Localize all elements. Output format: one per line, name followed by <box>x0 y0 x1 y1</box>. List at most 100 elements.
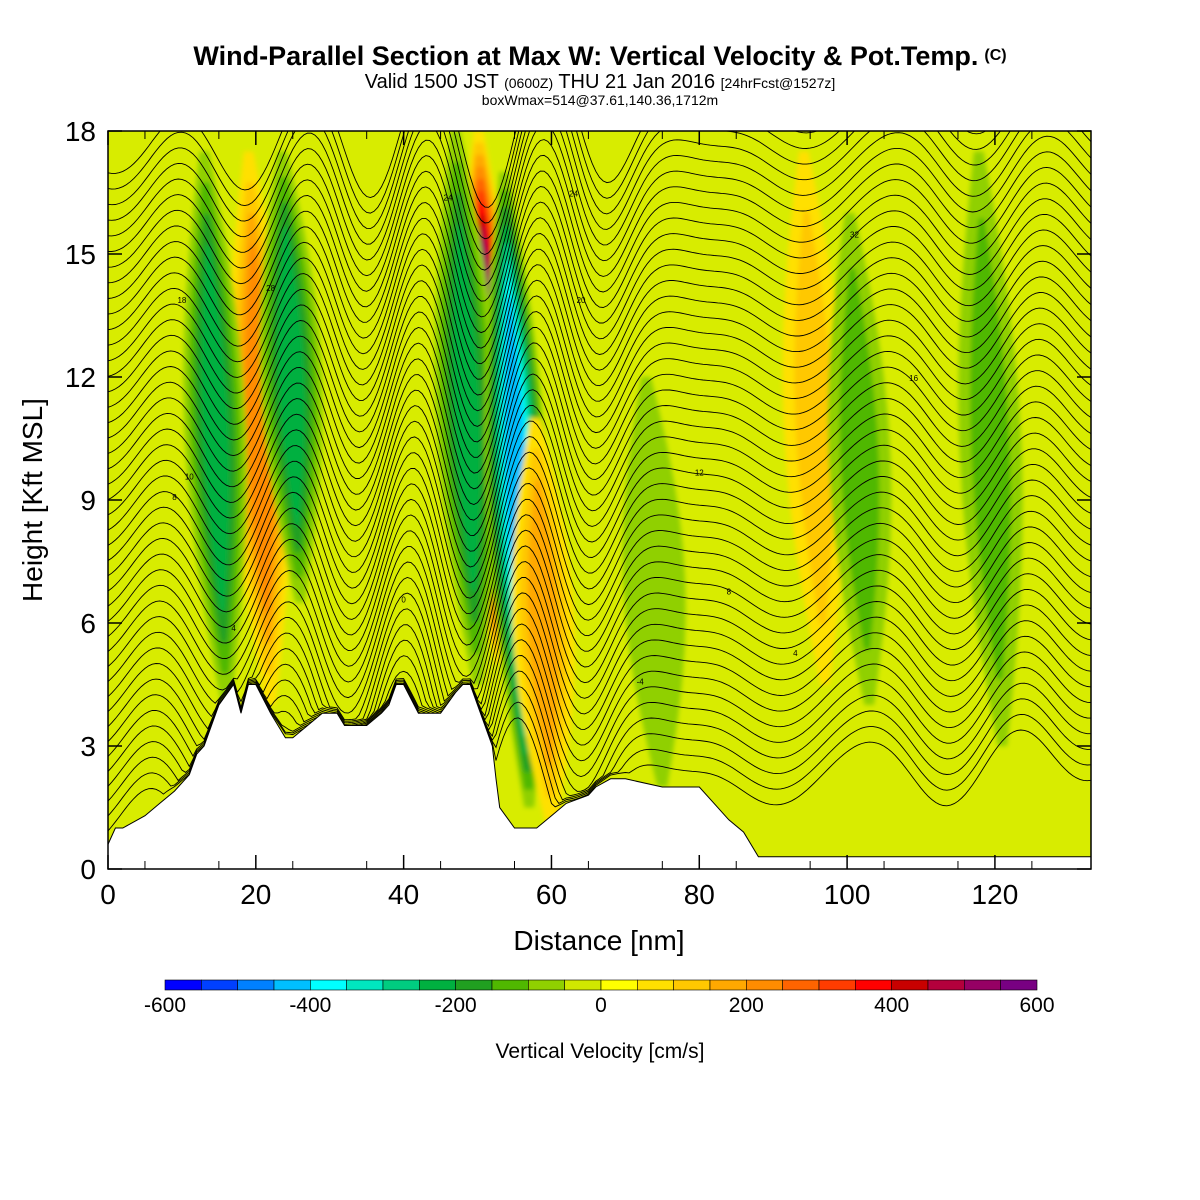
colorbar-tick-label: -600 <box>144 994 186 1017</box>
chart-title: Wind-Parallel Section at Max W: Vertical… <box>0 40 1200 72</box>
colorbar-swatch <box>927 979 965 991</box>
colorbar-tick-label: 200 <box>729 994 764 1017</box>
theta-contour-line <box>108 131 987 208</box>
theta-contour-line <box>108 545 1091 699</box>
colorbar-swatch <box>564 979 602 991</box>
theta-contour-line <box>108 420 1091 584</box>
theta-contour-line <box>108 279 1091 443</box>
chart-titles: Wind-Parallel Section at Max W: Vertical… <box>0 40 1200 107</box>
theta-contour-line <box>108 248 1091 412</box>
theta-contour-line <box>108 467 1091 630</box>
copyright-mark: (C) <box>984 47 1007 64</box>
colorbar: -600 -400 -200 0 200 400 600 <box>144 979 1055 1017</box>
colorbar-swatch <box>673 979 711 991</box>
colorbar-swatch <box>709 979 747 991</box>
colorbar-swatch <box>419 979 456 991</box>
colorbar-swatch <box>637 979 674 991</box>
contour-label: 4 <box>793 649 798 658</box>
x-axis: 0 20 40 60 80 100 120 <box>100 131 1033 910</box>
theta-contours <box>108 131 1091 832</box>
theta-contour-line <box>108 577 1091 721</box>
y-axis: 0 3 6 9 12 15 18 <box>65 116 1091 885</box>
x-tick-label: 60 <box>536 879 567 910</box>
theta-contour-line <box>108 498 1091 662</box>
colorbar-swatch <box>455 979 493 991</box>
x-tick-label: 120 <box>972 879 1019 910</box>
theta-contour-line <box>108 561 1091 714</box>
contour-labels: -4 0 4 4 8 8 10 12 16 18 20 24 24 28 32 <box>172 190 918 687</box>
colorbar-swatch <box>528 979 565 991</box>
theta-contour-line <box>108 389 1091 552</box>
theta-contour-line <box>108 592 1091 730</box>
colorbar-swatch <box>237 979 275 991</box>
velocity-band <box>277 227 306 527</box>
colorbar-tick-label: -200 <box>435 994 477 1017</box>
colorbar-swatch <box>164 979 202 991</box>
x-tick-label: 40 <box>388 879 419 910</box>
theta-contour-line <box>108 607 1091 746</box>
theta-contour-line <box>108 170 1091 334</box>
theta-contour-line <box>108 639 1091 777</box>
colorbar-tick-label: 600 <box>1019 994 1054 1017</box>
colorbar-swatch <box>855 979 892 991</box>
theta-contour-line <box>108 404 1091 568</box>
theta-contour-line <box>108 131 1001 224</box>
contour-label: 10 <box>185 473 194 482</box>
x-axis-label: Distance [nm] <box>513 925 684 956</box>
y-tick-label: 3 <box>80 731 96 762</box>
contour-label: 4 <box>231 624 236 633</box>
velocity-band <box>970 218 1011 680</box>
theta-contour-line <box>108 670 1091 797</box>
velocity-band <box>622 377 686 787</box>
colorbar-label: Vertical Velocity [cm/s] <box>496 1040 705 1063</box>
theta-contour-line <box>108 451 1091 615</box>
plot-area: -4 0 4 4 8 8 10 12 16 18 20 24 24 28 32 <box>108 131 1091 869</box>
theta-contour-line <box>108 131 1091 286</box>
contour-label: 8 <box>727 587 732 596</box>
theta-contour-line <box>108 139 1091 302</box>
contour-label: 32 <box>850 231 859 240</box>
y-axis-label: Height [Kft MSL] <box>17 398 48 602</box>
colorbar-swatch <box>891 979 929 991</box>
colorbar-swatch <box>382 979 420 991</box>
theta-contour-line <box>108 682 1091 832</box>
colorbar-swatch <box>201 979 238 991</box>
x-tick-label: 0 <box>100 879 116 910</box>
colorbar-swatch <box>818 979 856 991</box>
theta-contour-line <box>108 201 1091 365</box>
velocity-band <box>794 211 835 625</box>
x-tick-label: 100 <box>824 879 871 910</box>
contour-label: 20 <box>577 296 586 305</box>
theta-contour-line <box>108 326 1091 490</box>
theta-contour-line <box>108 131 1091 271</box>
theta-contour-line <box>108 233 1091 396</box>
theta-contour-line <box>108 623 1091 762</box>
contour-label: 12 <box>695 468 704 477</box>
colorbar-swatch <box>491 979 529 991</box>
theta-contour-line <box>108 681 1091 817</box>
colorbar-swatch <box>782 979 820 991</box>
theta-contour-line <box>108 186 1091 349</box>
colorbar-swatch <box>310 979 347 991</box>
colorbar-swatch <box>1000 979 1038 991</box>
theta-contour-line <box>108 514 1091 677</box>
colorbar-tick-label: -400 <box>289 994 331 1017</box>
x-tick-label: 80 <box>684 879 715 910</box>
velocity-band <box>201 244 230 612</box>
contour-label: 16 <box>909 374 918 383</box>
velocity-band <box>245 244 274 612</box>
y-tick-label: 18 <box>65 116 96 147</box>
terrain <box>108 683 1091 869</box>
chart-title-text: Wind-Parallel Section at Max W: Vertical… <box>193 41 979 71</box>
contour-label: 18 <box>177 296 186 305</box>
colorbar-swatch <box>964 979 1001 991</box>
colorbar-tick-label: 400 <box>874 994 909 1017</box>
forecast-text: [24hrFcst@1527z] <box>720 75 836 91</box>
theta-contour-line <box>108 217 1091 380</box>
contour-label: 0 <box>401 596 406 605</box>
x-tick-label: 20 <box>240 879 271 910</box>
theta-contour-line <box>108 131 1011 240</box>
contour-label: -4 <box>637 678 645 687</box>
theta-contour-line <box>108 342 1091 505</box>
